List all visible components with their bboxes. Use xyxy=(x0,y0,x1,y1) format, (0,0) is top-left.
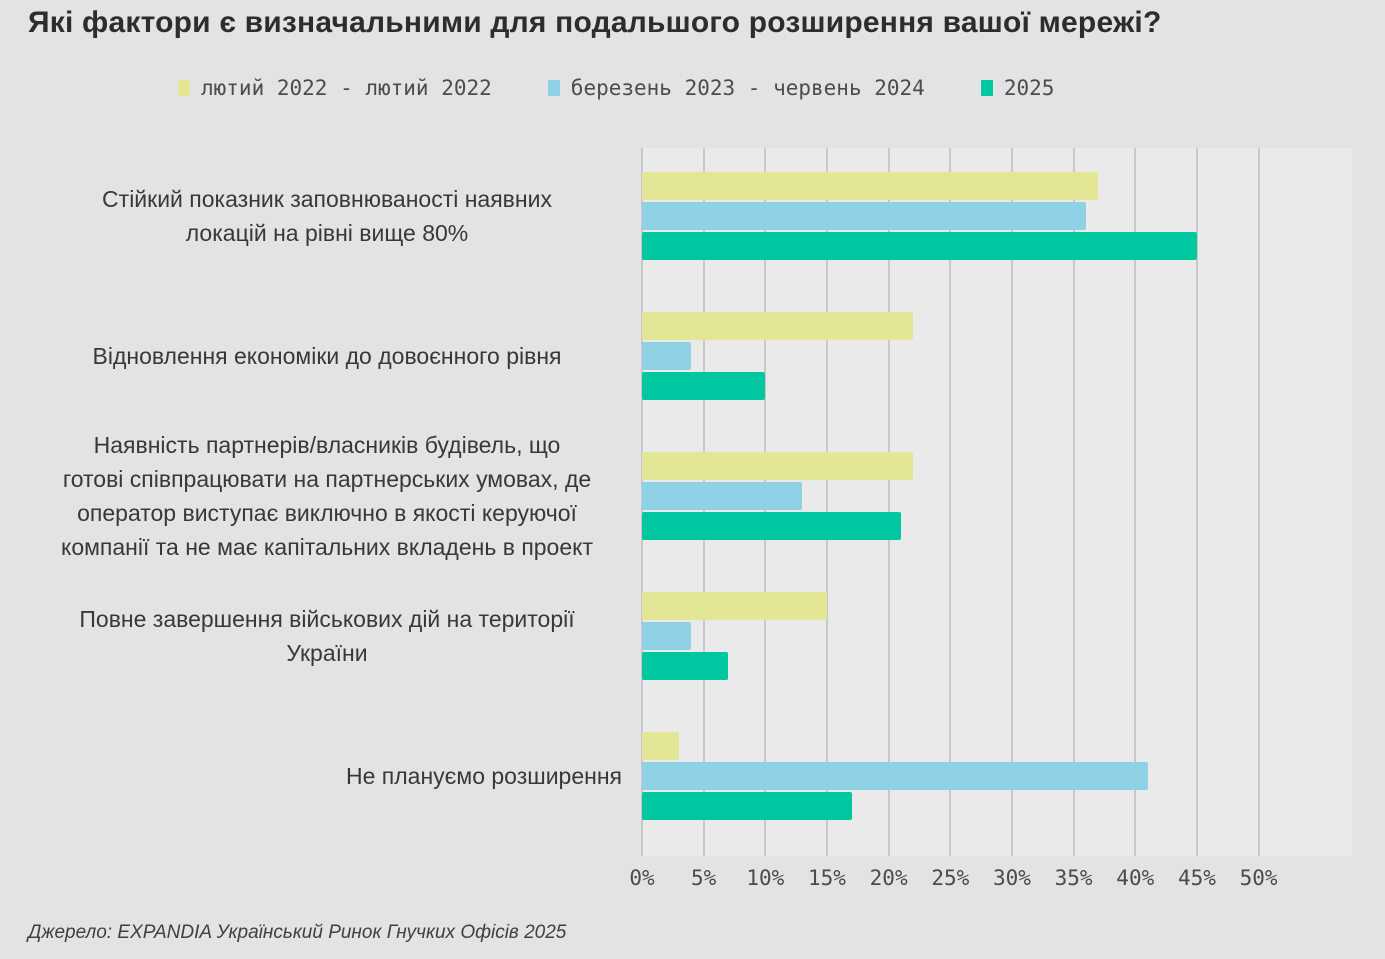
gridline xyxy=(1010,148,1013,856)
x-axis-tick-label: 0% xyxy=(629,866,655,890)
legend-item-mar2023-jun2024: березень 2023 - червень 2024 xyxy=(547,76,925,100)
bar-feb2022 xyxy=(642,732,679,760)
bar-2025 xyxy=(642,792,852,820)
plot-area: 0% 5% 10% 15% 20% 25% 30% 35% 40% 45% 50% xyxy=(629,148,1352,890)
x-axis-tick-label: 50% xyxy=(1239,866,1278,890)
bar-mar2023-jun2024 xyxy=(642,482,803,510)
x-axis-tick-label: 10% xyxy=(746,866,785,890)
category-label: Повне завершення військових дій на терит… xyxy=(79,606,575,666)
category-labels: Стійкий показник заповнюваності наявних … xyxy=(22,148,632,856)
x-axis-tick-label: 15% xyxy=(808,866,846,890)
legend-swatch-icon xyxy=(547,80,560,96)
legend-label: березень 2023 - червень 2024 xyxy=(570,76,925,100)
source-note: Джерело: EXPANDIA Український Ринок Гнуч… xyxy=(28,922,567,943)
gridline xyxy=(1257,148,1260,856)
gridline xyxy=(825,148,828,856)
category-label: Стійкий показник заповнюваності наявних … xyxy=(102,186,552,246)
legend-label: лютий 2022 - лютий 2022 xyxy=(201,76,492,100)
bar-feb2022 xyxy=(642,312,914,340)
x-axis-tick-label: 20% xyxy=(869,866,908,890)
x-axis-tick-label: 30% xyxy=(992,866,1031,890)
category-label: Не плануємо розширення xyxy=(346,763,622,789)
bar-2025 xyxy=(642,372,766,400)
bar-mar2023-jun2024 xyxy=(642,762,1148,790)
gridline xyxy=(1195,148,1198,856)
x-axis-tick-label: 25% xyxy=(931,866,970,890)
gridline xyxy=(1072,148,1075,856)
legend-item-2025: 2025 xyxy=(980,76,1055,100)
category-label: Наявність партнерів/власників будівель, … xyxy=(61,432,593,560)
bar-mar2023-jun2024 xyxy=(642,342,692,370)
legend-item-feb2022: лютий 2022 - лютий 2022 xyxy=(178,76,492,100)
bar-feb2022 xyxy=(642,452,914,480)
legend-label: 2025 xyxy=(1003,76,1055,100)
bar-mar2023-jun2024 xyxy=(642,622,692,650)
chart-legend: лютий 2022 - лютий 2022 березень 2023 - ч… xyxy=(178,76,1054,100)
bar-2025 xyxy=(642,232,1197,260)
legend-swatch-icon xyxy=(178,80,190,96)
legend-swatch-icon xyxy=(980,80,993,96)
gridline xyxy=(949,148,952,856)
x-axis-tick-label: 35% xyxy=(1054,866,1093,890)
x-axis-tick-label: 45% xyxy=(1177,866,1216,890)
x-axis-tick-label: 5% xyxy=(691,866,717,890)
bar-feb2022 xyxy=(642,172,1099,200)
category-label: Відновлення економіки до довоєнного рівн… xyxy=(92,343,562,369)
gridline xyxy=(887,148,890,856)
bar-mar2023-jun2024 xyxy=(642,202,1086,230)
x-axis-tick-label: 40% xyxy=(1116,866,1155,890)
bar-2025 xyxy=(642,512,901,540)
bar-feb2022 xyxy=(642,592,827,620)
chart-title: Які фактори є визначальними для подальшо… xyxy=(28,6,1162,39)
gridline xyxy=(1134,148,1137,856)
bar-2025 xyxy=(642,652,729,680)
